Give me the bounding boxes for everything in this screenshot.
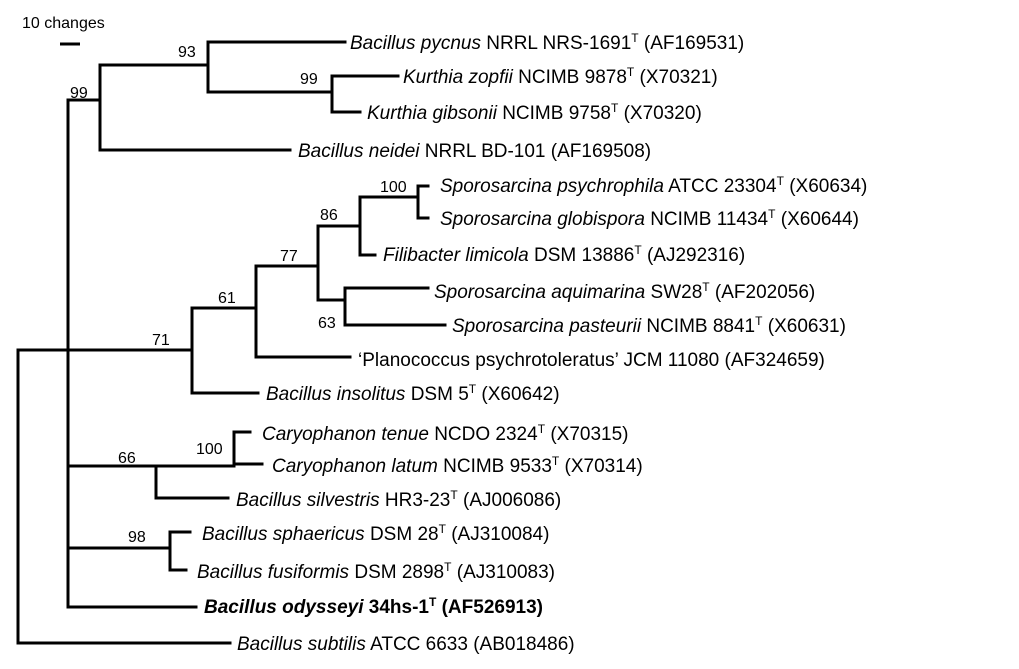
- taxon-label: Caryophanon latum NCIMB 9533T (X70314): [272, 454, 643, 477]
- taxon-label: Bacillus fusiformis DSM 2898T (AJ310083): [197, 560, 555, 583]
- bootstrap-value: 93: [178, 44, 196, 61]
- bootstrap-value: 86: [320, 207, 338, 224]
- bootstrap-value: 98: [128, 529, 146, 546]
- taxon-label: Bacillus insolitus DSM 5T (X60642): [266, 382, 560, 405]
- taxon-label: Kurthia zopfii NCIMB 9878T (X70321): [403, 65, 718, 88]
- taxon-label: Sporosarcina pasteurii NCIMB 8841T (X606…: [452, 314, 846, 337]
- taxon-label: ‘Planococcus psychrotoleratus’ JCM 11080…: [358, 350, 825, 371]
- taxon-label: Bacillus sphaericus DSM 28T (AJ310084): [202, 522, 549, 545]
- taxon-label: Bacillus pycnus NRRL NRS-1691T (AF169531…: [350, 31, 744, 54]
- bootstrap-value: 77: [280, 248, 298, 265]
- taxon-label: Sporosarcina globispora NCIMB 11434T (X6…: [440, 207, 859, 230]
- bootstrap-value: 99: [70, 85, 88, 102]
- tree-branches: [16, 40, 447, 645]
- taxon-labels: Bacillus pycnus NRRL NRS-1691T (AF169531…: [197, 31, 867, 655]
- bootstrap-value: 71: [152, 332, 170, 349]
- taxon-label: Filibacter limicola DSM 13886T (AJ292316…: [383, 243, 745, 266]
- taxon-label: Bacillus subtilis ATCC 6633 (AB018486): [237, 634, 575, 655]
- taxon-label: Caryophanon tenue NCDO 2324T (X70315): [262, 422, 629, 445]
- bootstrap-value: 66: [118, 450, 136, 467]
- bootstrap-value: 100: [196, 441, 223, 458]
- bootstrap-value: 63: [318, 315, 336, 332]
- taxon-label: Bacillus silvestris HR3-23T (AJ006086): [236, 488, 561, 511]
- bootstrap-value: 99: [300, 71, 318, 88]
- taxon-label: Bacillus odysseyi 34hs-1T (AF526913): [204, 595, 543, 618]
- taxon-label: Bacillus neidei NRRL BD-101 (AF169508): [298, 141, 651, 162]
- taxon-label: Sporosarcina aquimarina SW28T (AF202056): [434, 280, 815, 303]
- taxon-label: Kurthia gibsonii NCIMB 9758T (X70320): [367, 101, 702, 124]
- scale-bar-label: 10 changes: [22, 15, 105, 32]
- bootstrap-value: 61: [218, 290, 236, 307]
- taxon-label: Sporosarcina psychrophila ATCC 23304T (X…: [440, 174, 867, 197]
- bootstrap-value: 100: [380, 179, 407, 196]
- bootstrap-values: 93 99 99 100 86 77 61 63 71 100 66 98: [70, 44, 407, 546]
